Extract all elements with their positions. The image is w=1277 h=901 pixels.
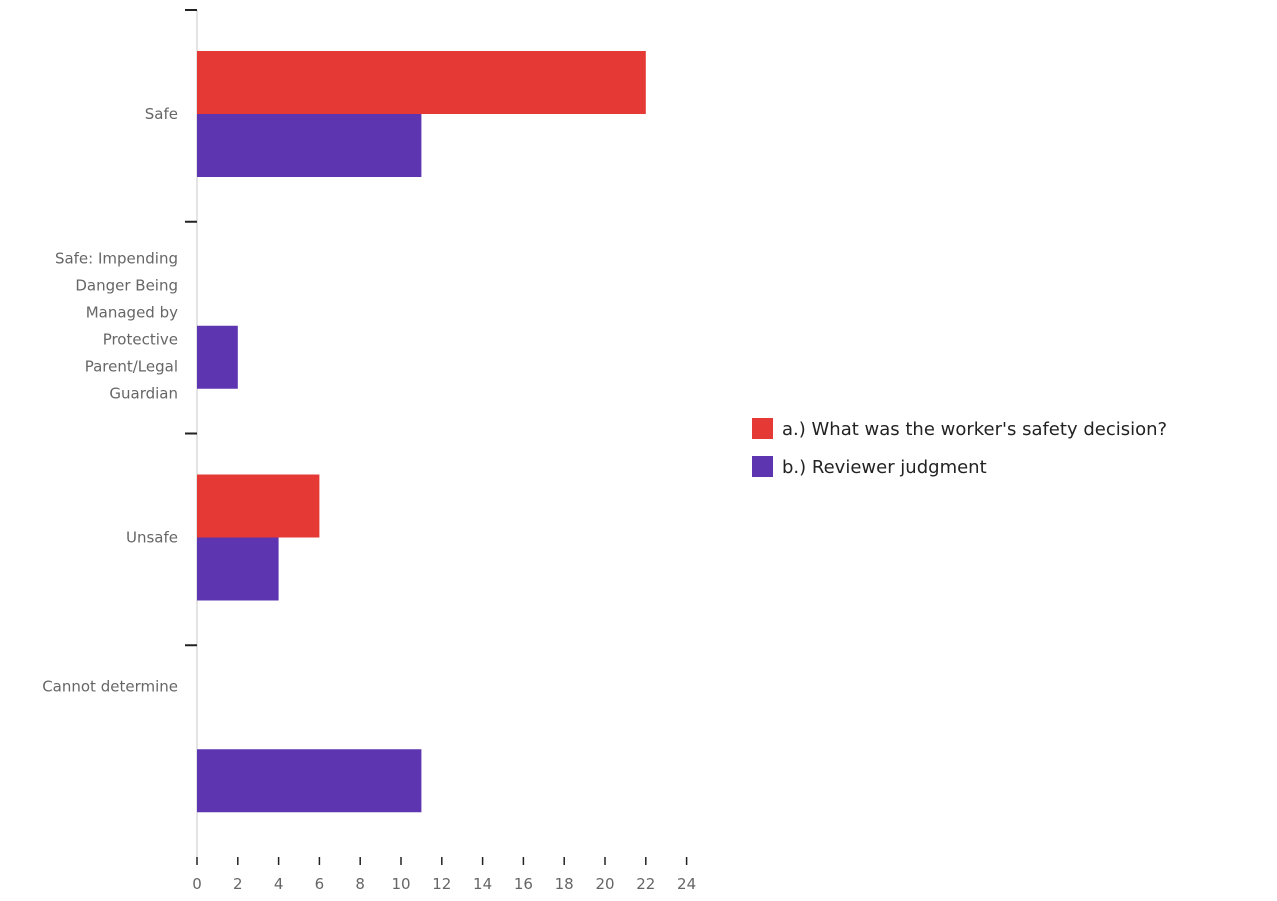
category-label-line: Danger Being: [75, 276, 178, 294]
x-tick-label: 24: [677, 875, 696, 893]
axes-group: [185, 9, 198, 857]
legend-swatch: [752, 418, 773, 439]
legend-label: b.) Reviewer judgment: [782, 457, 987, 478]
bar-worker-decision: [197, 51, 646, 114]
category-label: Safe: Impending Danger Being Managed by Pro…: [55, 249, 178, 402]
x-tick-label: 0: [192, 875, 202, 893]
x-tick-label: 20: [595, 875, 614, 893]
category-label: Cannot determine: [42, 677, 178, 695]
x-tick-label: 14: [473, 875, 492, 893]
legend-swatch: [752, 456, 773, 477]
x-tick-label: 16: [514, 875, 533, 893]
legend: a.) What was the worker's safety decisio…: [752, 418, 1167, 478]
legend-label: a.) What was the worker's safety decisio…: [782, 419, 1167, 440]
category-label-line: Cannot determine: [42, 677, 178, 695]
category-labels-group: Safe Safe: Impending Danger Being Managed b…: [42, 105, 178, 695]
x-tick-label: 2: [233, 875, 243, 893]
bar-reviewer-judgment: [197, 114, 422, 177]
x-tick-label: 8: [355, 875, 365, 893]
x-tick-label: 10: [391, 875, 410, 893]
category-label-line: Safe: Impending: [55, 249, 178, 267]
x-tick-label: 6: [315, 875, 325, 893]
category-label-line: Guardian: [109, 384, 178, 402]
category-label-line: Safe: [145, 105, 178, 123]
x-tick-label: 4: [274, 875, 284, 893]
bar-reviewer-judgment: [197, 325, 238, 389]
bar-worker-decision: [197, 474, 320, 538]
x-tick-label: 18: [555, 875, 574, 893]
category-label-line: Parent/Legal: [85, 357, 178, 375]
bars-group: [197, 51, 646, 813]
x-ticks-group: 0 2 4 6 8 10 12 14 16 18 20 22 24: [192, 857, 696, 893]
x-tick-label: 22: [636, 875, 655, 893]
category-label-line: Protective: [103, 330, 178, 348]
category-label-line: Unsafe: [126, 529, 178, 547]
category-label: Safe: [145, 105, 178, 123]
category-label-line: Managed by: [86, 303, 178, 321]
bar-reviewer-judgment: [197, 537, 279, 601]
bar-reviewer-judgment: [197, 749, 422, 813]
x-tick-label: 12: [432, 875, 451, 893]
category-label: Unsafe: [126, 529, 178, 547]
